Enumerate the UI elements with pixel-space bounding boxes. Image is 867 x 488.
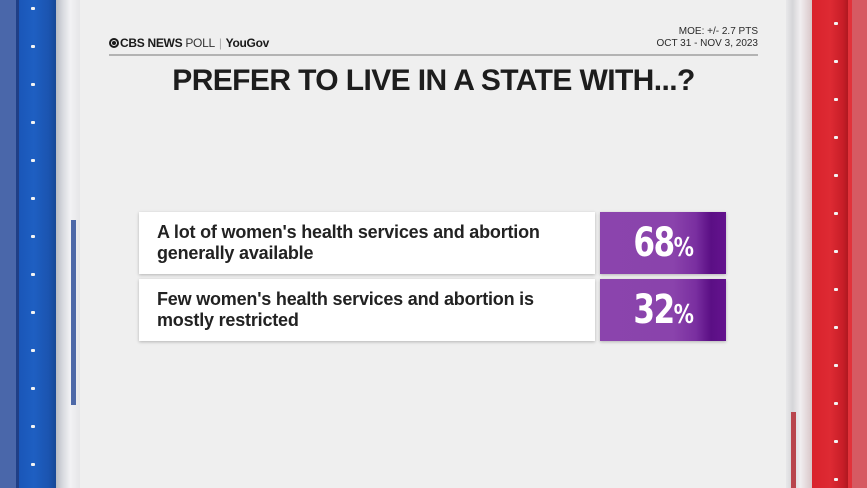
pillar-tick (31, 197, 35, 200)
pillar-tick (834, 174, 838, 177)
question-title: PREFER TO LIVE IN A STATE WITH...? (172, 64, 695, 97)
right-pillar-accent (791, 412, 796, 488)
pillar-tick (31, 387, 35, 390)
pillar-tick (31, 45, 35, 48)
pillar-tick (834, 136, 838, 139)
pillar-tick (834, 440, 838, 443)
pillar-tick (834, 98, 838, 101)
pillar-tick (834, 478, 838, 481)
result-value-box: 32% (600, 279, 726, 341)
poll-dates: OCT 31 - NOV 3, 2023 (656, 38, 758, 49)
result-label: A lot of women's health services and abo… (139, 212, 595, 274)
pillar-tick (31, 121, 35, 124)
pillar-tick (834, 250, 838, 253)
pillar-tick (834, 402, 838, 405)
pillar-tick (834, 364, 838, 367)
right-pillar-edge (848, 0, 852, 488)
pillar-tick (834, 326, 838, 329)
result-percent: 68% (633, 220, 694, 266)
right-pillar-outer (852, 0, 867, 488)
pillar-tick (31, 83, 35, 86)
header: CBS NEWS POLL | YouGov MOE: +/- 2.7 PTS OC… (109, 26, 758, 56)
cbs-eye-icon (109, 38, 119, 48)
result-value-box: 68% (600, 212, 726, 274)
pillar-tick (31, 7, 35, 10)
left-pillar-outer (0, 0, 17, 488)
result-percent: 32% (633, 287, 694, 333)
result-label: Few women's health services and abortion… (139, 279, 595, 341)
right-pillar-shade (786, 0, 812, 488)
margin-of-error: MOE: +/- 2.7 PTS (678, 26, 758, 37)
pillar-tick (31, 311, 35, 314)
pillar-tick (834, 288, 838, 291)
pillar-tick (31, 235, 35, 238)
pillar-tick (834, 212, 838, 215)
pillar-tick (31, 159, 35, 162)
pillar-tick (31, 425, 35, 428)
left-pillar-accent (71, 220, 76, 405)
pillar-tick (834, 22, 838, 25)
left-pillar-shade (56, 0, 80, 488)
pillar-tick (834, 60, 838, 63)
poll-meta: MOE: +/- 2.7 PTS OCT 31 - NOV 3, 2023 (656, 26, 758, 50)
cbs-yougov-logo: CBS NEWS POLL | YouGov (109, 36, 269, 50)
right-red-pillar (812, 0, 848, 488)
pillar-tick (31, 273, 35, 276)
pillar-tick (31, 463, 35, 466)
left-blue-pillar (19, 0, 56, 488)
pillar-tick (31, 349, 35, 352)
left-pillar-edge (16, 0, 19, 488)
